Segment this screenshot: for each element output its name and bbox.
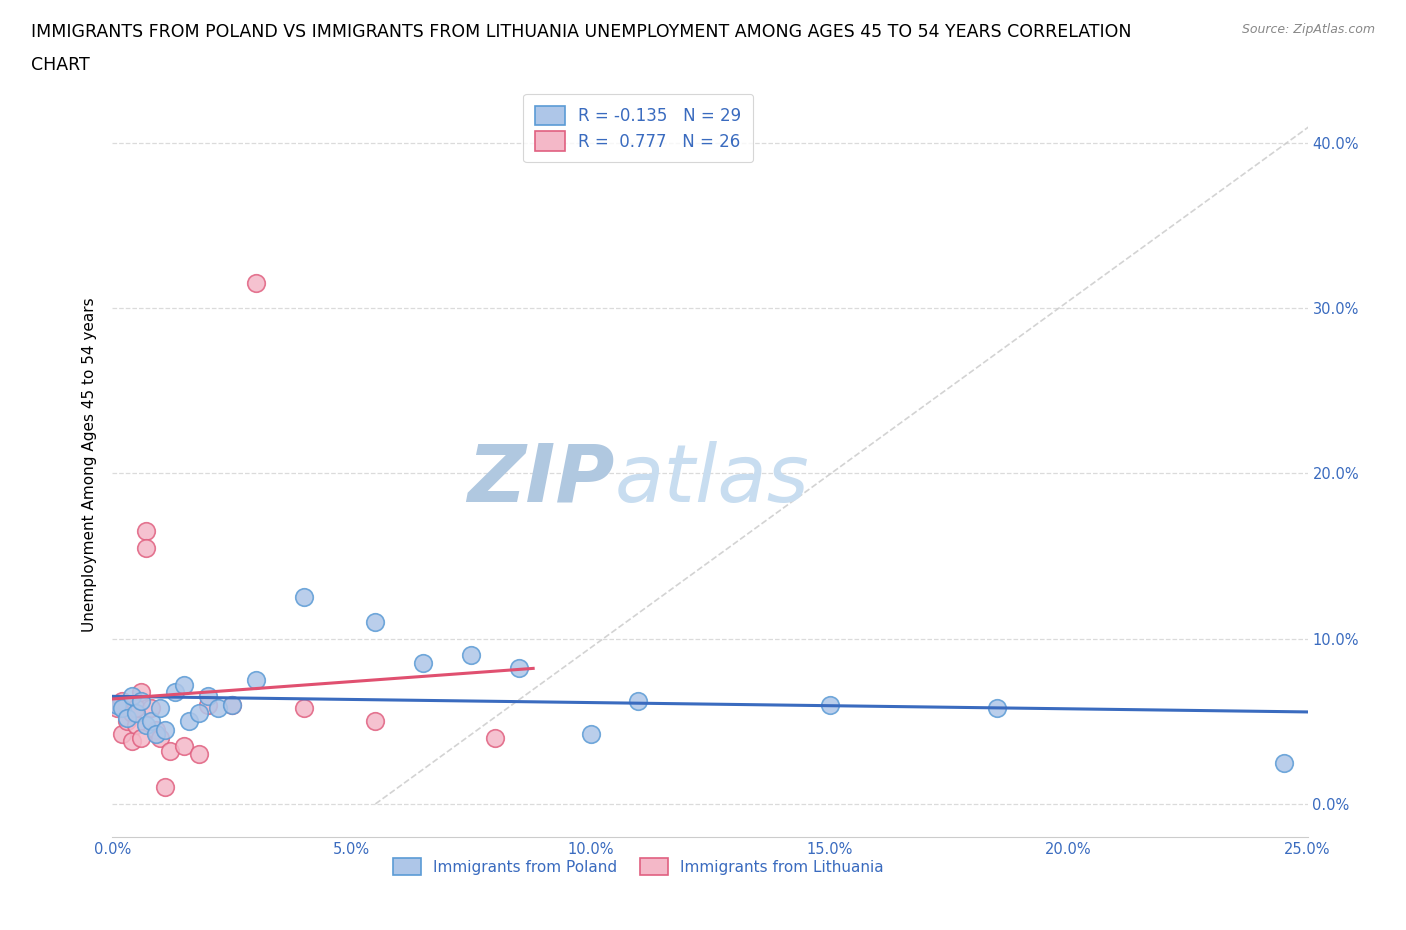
Point bbox=[187, 706, 209, 721]
Point bbox=[149, 730, 172, 745]
Point bbox=[115, 714, 138, 729]
Point bbox=[508, 661, 530, 676]
Point bbox=[153, 722, 176, 737]
Point bbox=[163, 684, 186, 699]
Point bbox=[121, 689, 143, 704]
Point bbox=[145, 722, 167, 737]
Point bbox=[121, 706, 143, 721]
Point bbox=[111, 727, 134, 742]
Legend: Immigrants from Poland, Immigrants from Lithuania: Immigrants from Poland, Immigrants from … bbox=[387, 852, 890, 882]
Point bbox=[125, 700, 148, 715]
Point bbox=[292, 700, 315, 715]
Text: Source: ZipAtlas.com: Source: ZipAtlas.com bbox=[1241, 23, 1375, 36]
Point bbox=[115, 698, 138, 712]
Point bbox=[129, 684, 152, 699]
Point bbox=[149, 700, 172, 715]
Point bbox=[197, 698, 219, 712]
Point bbox=[125, 717, 148, 732]
Point bbox=[364, 615, 387, 630]
Point bbox=[364, 714, 387, 729]
Point bbox=[173, 738, 195, 753]
Point bbox=[221, 698, 243, 712]
Point bbox=[129, 694, 152, 709]
Point bbox=[627, 694, 650, 709]
Text: ZIP: ZIP bbox=[467, 441, 614, 519]
Point bbox=[207, 700, 229, 715]
Point bbox=[159, 744, 181, 759]
Point bbox=[145, 727, 167, 742]
Y-axis label: Unemployment Among Ages 45 to 54 years: Unemployment Among Ages 45 to 54 years bbox=[82, 298, 97, 632]
Point bbox=[197, 689, 219, 704]
Point bbox=[292, 590, 315, 604]
Point bbox=[125, 706, 148, 721]
Point bbox=[153, 780, 176, 795]
Point bbox=[105, 700, 128, 715]
Point bbox=[115, 711, 138, 725]
Point bbox=[818, 698, 841, 712]
Point bbox=[135, 717, 157, 732]
Point bbox=[245, 275, 267, 290]
Point bbox=[111, 700, 134, 715]
Point bbox=[129, 730, 152, 745]
Point bbox=[412, 656, 434, 671]
Point bbox=[221, 698, 243, 712]
Point bbox=[177, 714, 200, 729]
Point bbox=[1272, 755, 1295, 770]
Point bbox=[121, 734, 143, 749]
Point bbox=[139, 700, 162, 715]
Point bbox=[245, 672, 267, 687]
Point bbox=[187, 747, 209, 762]
Point bbox=[135, 540, 157, 555]
Point bbox=[579, 727, 602, 742]
Point bbox=[105, 698, 128, 712]
Text: CHART: CHART bbox=[31, 56, 90, 73]
Point bbox=[460, 647, 482, 662]
Point bbox=[986, 700, 1008, 715]
Point bbox=[111, 694, 134, 709]
Text: IMMIGRANTS FROM POLAND VS IMMIGRANTS FROM LITHUANIA UNEMPLOYMENT AMONG AGES 45 T: IMMIGRANTS FROM POLAND VS IMMIGRANTS FRO… bbox=[31, 23, 1132, 41]
Text: atlas: atlas bbox=[614, 441, 810, 519]
Point bbox=[135, 524, 157, 538]
Point bbox=[173, 677, 195, 692]
Point bbox=[139, 714, 162, 729]
Point bbox=[484, 730, 506, 745]
